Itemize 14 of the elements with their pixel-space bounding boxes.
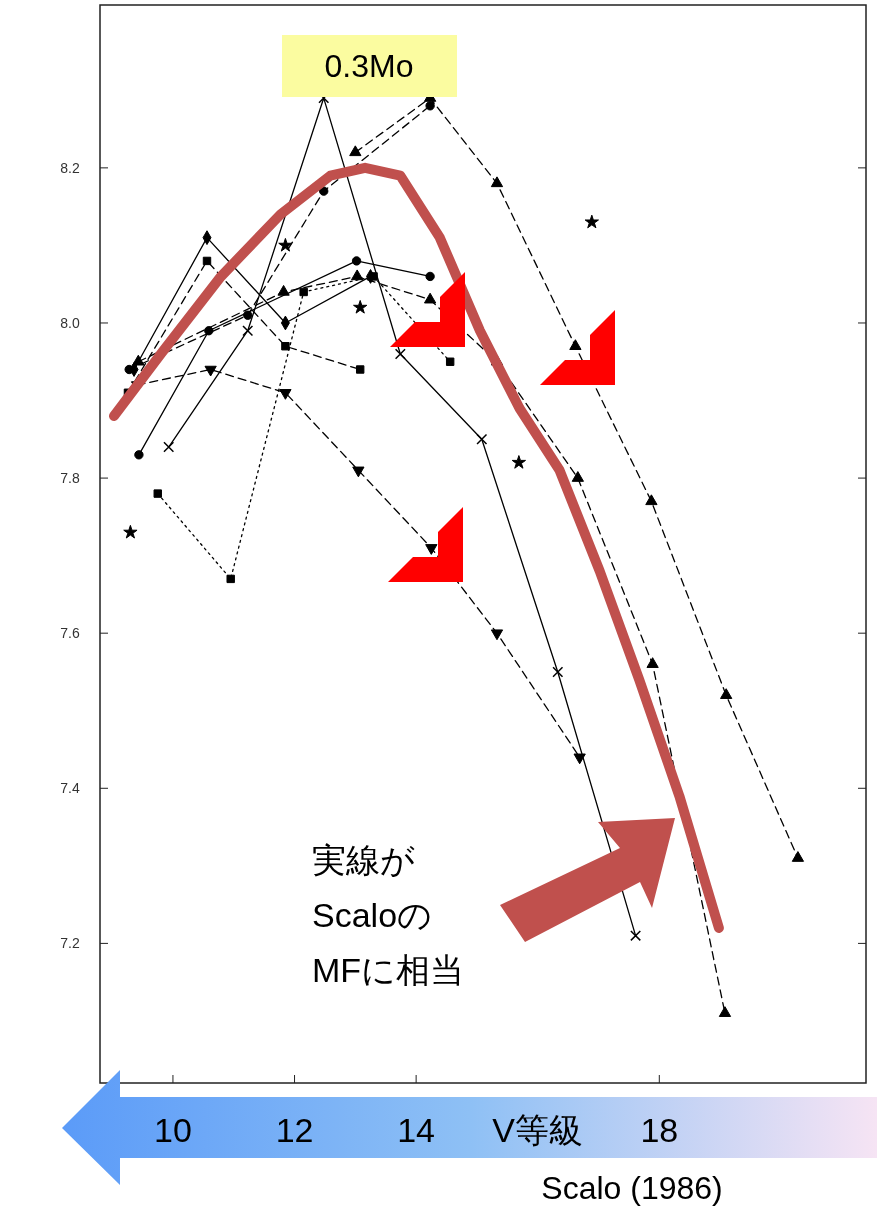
annotation: 実線が Scaloの MFに相当 bbox=[312, 841, 465, 989]
y-tick-label: 8.2 bbox=[60, 159, 80, 176]
y-tick-label: 8.0 bbox=[60, 314, 80, 331]
y-tick-label: 7.6 bbox=[60, 625, 80, 642]
x-tick-label: 18 bbox=[640, 1110, 679, 1149]
text: Scalo (1986) bbox=[541, 1170, 723, 1207]
y-tick-label: 7.4 bbox=[60, 780, 80, 797]
y-tick-label: 7.8 bbox=[60, 469, 80, 486]
x-axis-title: V等級 bbox=[492, 1110, 584, 1149]
x-tick-label: 12 bbox=[275, 1110, 314, 1149]
x-tick-label: 10 bbox=[154, 1110, 192, 1149]
x-tick-label: 14 bbox=[397, 1110, 436, 1149]
annotation: 0.3Mo bbox=[324, 48, 414, 85]
y-tick-label: 7.2 bbox=[60, 935, 80, 952]
